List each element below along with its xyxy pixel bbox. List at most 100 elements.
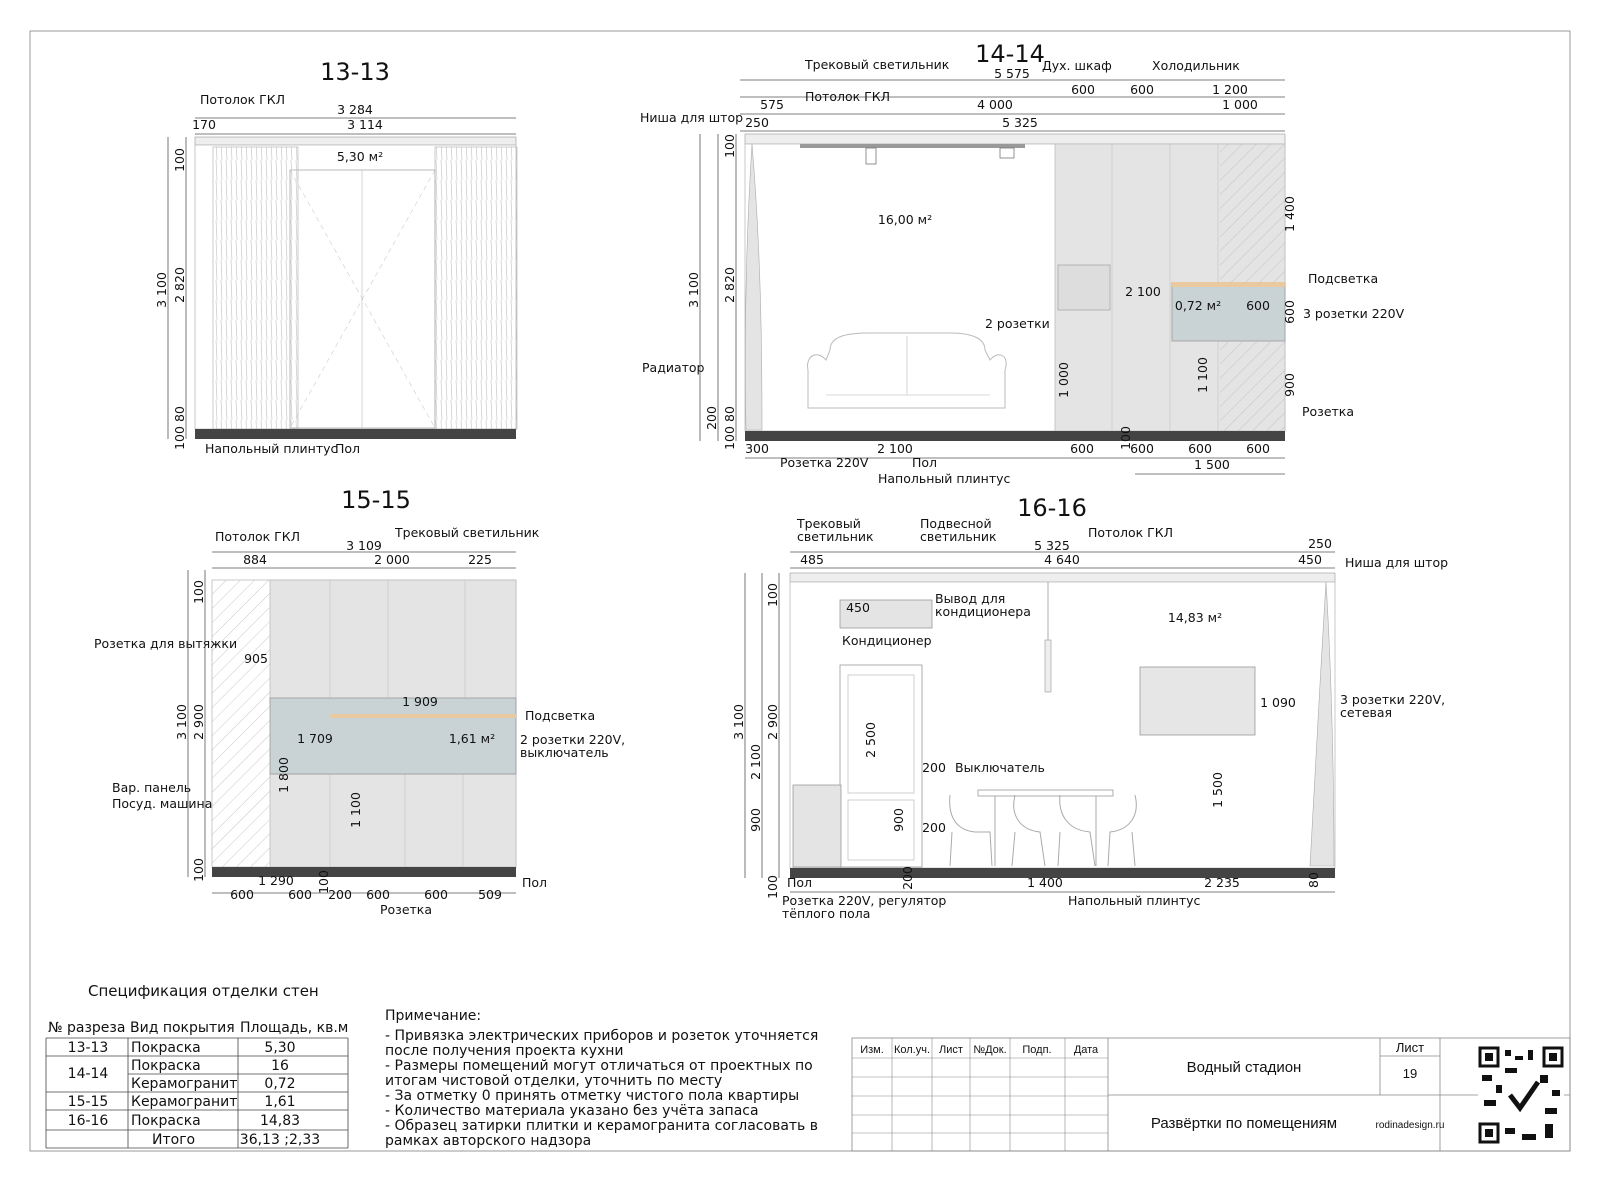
svg-text:Керамогранит: Керамогранит xyxy=(131,1094,237,1110)
label-ceiling: Потолок ГКЛ xyxy=(1088,525,1173,540)
dim-total-width: 3 109 xyxy=(346,538,382,553)
dim-top: 100 xyxy=(722,134,737,158)
label-oven: Дух. шкаф xyxy=(1042,58,1112,73)
dining-table xyxy=(977,789,1114,797)
dim-skirt-200: 200 xyxy=(704,406,719,430)
stamp-col: №Док. xyxy=(973,1044,1006,1056)
stamp-col: Изм. xyxy=(860,1044,884,1056)
label-backlight: Подсветка xyxy=(1308,271,1378,286)
label-skirting: Напольный плинтус xyxy=(878,471,1011,486)
dim-top: 100 xyxy=(765,583,780,607)
dim-total-height: 3 100 xyxy=(731,704,746,740)
dim-mid-width: 4 000 xyxy=(977,97,1013,112)
dim-200c: 200 xyxy=(900,866,915,890)
spec-row: Керамогранит 0,72 xyxy=(131,1076,296,1092)
dim-total-width: 3 284 xyxy=(337,102,373,117)
dim-1400: 1 400 xyxy=(1282,196,1297,232)
spec-header-section: № разреза xyxy=(48,1020,125,1036)
chair xyxy=(1057,794,1096,867)
sink-cabinet xyxy=(792,784,842,868)
track-light xyxy=(999,147,1015,159)
svg-text:Итого: Итого xyxy=(152,1132,195,1148)
qr-code xyxy=(1478,1045,1564,1145)
label-socket-reg-2: тёплого пола xyxy=(782,906,870,921)
label-floor: Пол xyxy=(522,875,547,890)
spec-row: 16-16 Покраска 14,83 xyxy=(68,1113,300,1129)
dim-mid-width: 4 640 xyxy=(1044,552,1080,567)
label-socket: Розетка xyxy=(380,902,432,917)
notes-title: Примечание: xyxy=(385,1008,481,1024)
dim-1800: 1 800 xyxy=(276,757,291,793)
svg-text:13-13: 13-13 xyxy=(68,1040,109,1056)
label-floor: Пол xyxy=(912,455,937,470)
label-hob: Вар. панель xyxy=(112,780,191,795)
dim-top: 100 xyxy=(172,148,187,172)
stamp-col: Кол.уч. xyxy=(894,1044,930,1056)
label-ceiling: Потолок ГКЛ xyxy=(200,92,285,107)
site-url: rodinadesign.ru xyxy=(1376,1120,1445,1131)
dim-wall-height: 2 820 xyxy=(722,267,737,303)
stamp-col: Подп. xyxy=(1022,1044,1051,1056)
label-sockets2: 2 розетки 220V, xyxy=(520,732,625,747)
area-label: 5,30 м² xyxy=(337,149,383,164)
dim-floor: 100 xyxy=(722,426,737,450)
dim-niche: 250 xyxy=(1308,536,1332,551)
track-light xyxy=(865,147,877,165)
dim-skirt: 80 xyxy=(172,406,187,422)
dim-tile-width: 600 xyxy=(1246,298,1270,313)
dim-600-d: 600 xyxy=(1246,441,1270,456)
floor-band xyxy=(212,867,516,877)
label-track-2: светильник xyxy=(797,529,874,544)
note-line: - Образец затирки плитки и керамогранита… xyxy=(385,1118,818,1134)
tv xyxy=(1139,666,1256,736)
dim-ac-width: 450 xyxy=(846,600,870,615)
dim-wall-height: 2 900 xyxy=(765,704,780,740)
sheet-title: Развёртки по помещениям xyxy=(1151,1115,1337,1132)
svg-text:16: 16 xyxy=(271,1058,289,1074)
note-line: - Количество материала указано без учёта… xyxy=(385,1103,759,1119)
label-sockets3a: 3 розетки 220V, xyxy=(1340,692,1445,707)
dim-1090: 1 090 xyxy=(1260,695,1296,710)
stamp-col: Дата xyxy=(1074,1044,1099,1056)
svg-text:1,61: 1,61 xyxy=(264,1094,295,1110)
door xyxy=(839,664,923,868)
dim-1500: 1 500 xyxy=(1210,772,1225,808)
dim-total-width: 5 325 xyxy=(1034,538,1070,553)
floor-band xyxy=(195,429,516,439)
dim-door: 2 500 xyxy=(863,722,878,758)
dim-floor: 100 xyxy=(172,426,187,450)
dim-right-width: 450 xyxy=(1298,552,1322,567)
svg-text:Покраска: Покраска xyxy=(131,1040,201,1056)
dim-main-width: 5 325 xyxy=(1002,115,1038,130)
dim-oven-width: 600 xyxy=(1071,82,1095,97)
label-pendant-2: светильник xyxy=(920,529,997,544)
label-socket-reg-1: Розетка 220V, регулятор xyxy=(782,893,946,908)
dim-right-inner: 1 000 xyxy=(1222,97,1258,112)
view-title: 15-15 xyxy=(341,486,411,514)
svg-text:15-15: 15-15 xyxy=(68,1094,109,1110)
dim-2100: 2 100 xyxy=(748,744,763,780)
dim-100b: 100 xyxy=(1118,426,1133,450)
curtain xyxy=(1309,581,1335,867)
project-name: Водный стадион xyxy=(1187,1059,1302,1076)
track-rail xyxy=(800,144,1025,148)
air-conditioner xyxy=(839,599,933,629)
label-radiator: Радиатор xyxy=(642,360,705,375)
view-14-14: 14-14 Трековый светильник 5 575 Дух. шка… xyxy=(640,40,1405,486)
curtain xyxy=(744,143,763,431)
area-label: 14,83 м² xyxy=(1168,610,1222,625)
dim-600-vert: 600 xyxy=(1282,300,1297,324)
dim-600-b: 600 xyxy=(288,887,312,902)
backlight-strip xyxy=(1172,282,1285,287)
dim-wall-height: 2 900 xyxy=(191,704,206,740)
pendant-light xyxy=(1044,639,1052,693)
dim-1100: 1 100 xyxy=(1195,357,1210,393)
view-13-13: 13-13 3 284 170 3 114 Потолок ГКЛ 5,30 м… xyxy=(154,58,518,456)
label-ac: Кондиционер xyxy=(842,633,932,648)
dim-floor: 100 xyxy=(191,858,206,882)
area-wall: 16,00 м² xyxy=(878,212,932,227)
svg-text:Покраска: Покраска xyxy=(131,1113,201,1129)
label-ceiling: Потолок ГКЛ xyxy=(805,89,890,104)
dim-floor: 100 xyxy=(765,875,780,899)
dim-left-width: 575 xyxy=(760,97,784,112)
